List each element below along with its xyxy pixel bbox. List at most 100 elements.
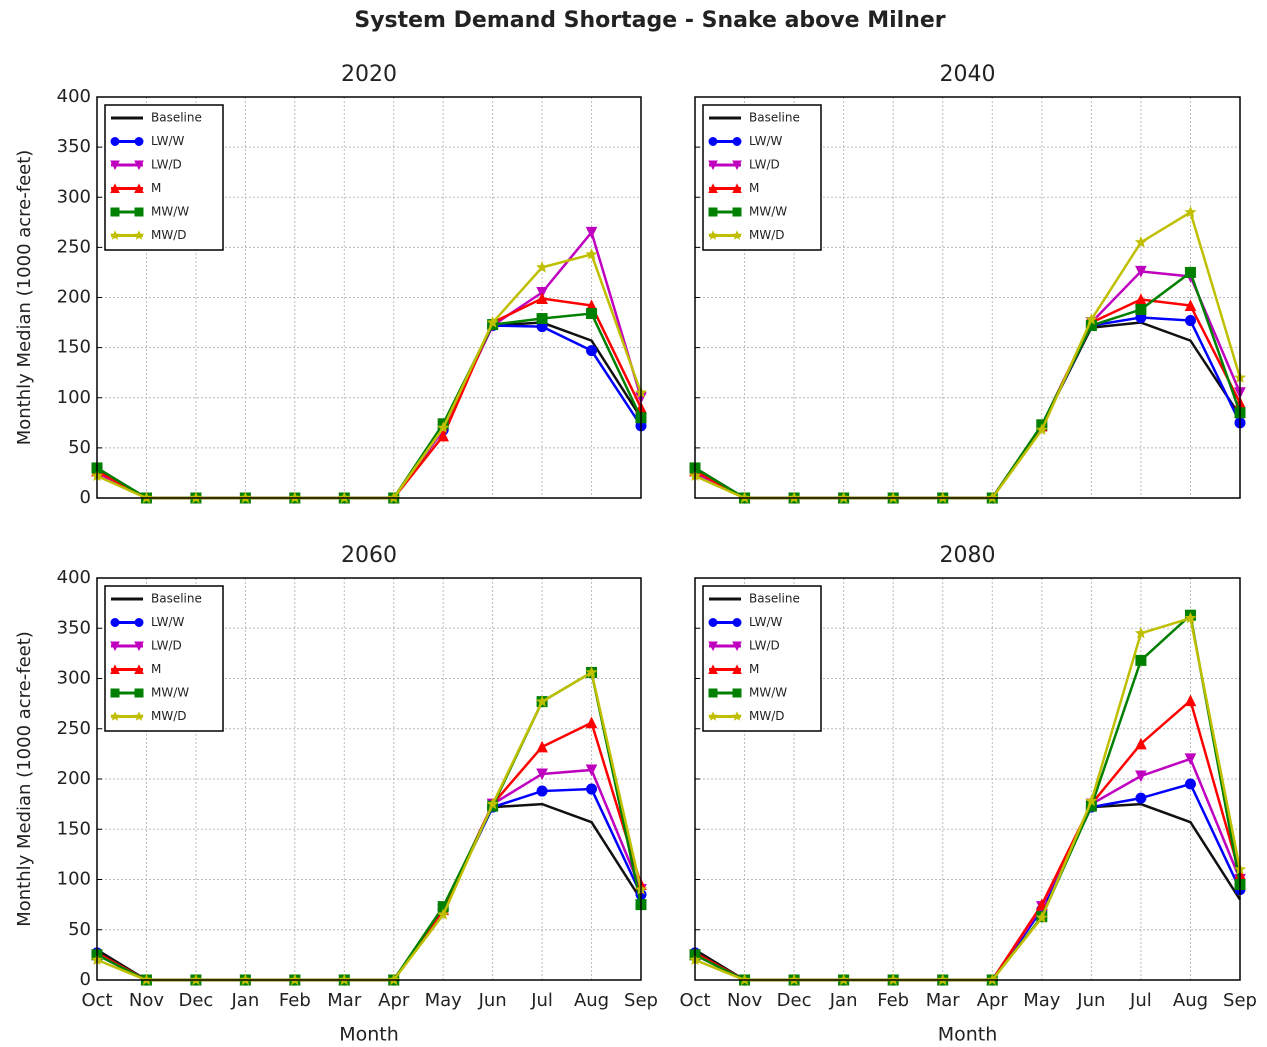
legend-label: LW/D xyxy=(749,639,780,653)
x-tick-label: Aug xyxy=(574,990,609,1011)
plot-frame xyxy=(694,96,1241,499)
y-tick-label: 100 xyxy=(57,869,91,890)
legend-label: M xyxy=(749,662,759,676)
x-tick-label: Jun xyxy=(478,990,507,1011)
marker xyxy=(708,160,718,171)
chart-title: 2080 xyxy=(940,543,996,568)
series-line xyxy=(694,210,1242,500)
marker xyxy=(732,137,742,146)
series-line xyxy=(96,720,643,982)
marker xyxy=(134,688,144,698)
marker xyxy=(585,716,598,729)
y-axis-label: Monthly Median (1000 acre-feet) xyxy=(14,150,35,446)
y-tick-label: 300 xyxy=(57,668,91,689)
marker xyxy=(110,183,120,193)
marker xyxy=(731,711,743,721)
y-tick-label: 300 xyxy=(57,186,91,207)
marker xyxy=(586,345,598,357)
marker xyxy=(732,688,742,698)
y-tick-label: 400 xyxy=(57,86,91,107)
x-tick-label: May xyxy=(1023,990,1061,1011)
marker xyxy=(536,313,548,325)
y-tick-label: 200 xyxy=(57,768,91,789)
marker xyxy=(536,768,548,781)
legend-box xyxy=(104,104,224,251)
marker xyxy=(1135,654,1147,666)
plot-frame xyxy=(96,96,642,499)
series-line xyxy=(96,252,643,500)
y-tick-label: 100 xyxy=(57,387,91,408)
legend-label: MW/D xyxy=(151,709,187,723)
marker xyxy=(1184,205,1197,218)
marker xyxy=(1184,611,1197,624)
series-line xyxy=(96,229,643,500)
marker xyxy=(536,740,548,753)
legend-label: MW/D xyxy=(749,228,785,242)
marker xyxy=(1184,778,1196,790)
legend-label: MW/W xyxy=(749,205,787,219)
marker xyxy=(708,641,718,652)
marker xyxy=(585,226,598,239)
series-line xyxy=(96,802,643,982)
marker xyxy=(586,783,598,795)
legend-label: MW/W xyxy=(151,205,189,219)
marker xyxy=(110,207,120,217)
x-tick-label: Oct xyxy=(679,990,710,1011)
marker xyxy=(585,248,598,260)
series-line xyxy=(694,270,1242,500)
y-tick-label: 50 xyxy=(68,919,91,940)
y-tick-label: 50 xyxy=(68,437,91,458)
marker xyxy=(1184,753,1197,766)
chart-title: 2060 xyxy=(341,543,397,568)
marker xyxy=(486,316,499,328)
legend-label: M xyxy=(151,662,161,676)
marker xyxy=(134,207,144,217)
legend-label: LW/D xyxy=(749,158,780,172)
y-tick-label: 150 xyxy=(57,337,91,358)
marker xyxy=(109,711,121,721)
x-tick-label: Dec xyxy=(777,990,812,1011)
marker xyxy=(134,664,144,674)
legend-label: Baseline xyxy=(151,111,202,125)
x-tick-label: Jun xyxy=(1076,990,1105,1011)
x-tick-label: May xyxy=(425,990,463,1011)
series-line xyxy=(96,321,643,500)
marker xyxy=(585,666,598,678)
marker xyxy=(732,160,742,171)
marker xyxy=(133,230,145,240)
legend-label: Baseline xyxy=(151,592,202,606)
marker xyxy=(1035,423,1048,435)
legend-label: MW/W xyxy=(151,686,189,700)
marker xyxy=(486,797,499,810)
marker xyxy=(133,711,145,721)
y-tick-label: 250 xyxy=(57,236,91,257)
legend-box xyxy=(702,585,822,732)
legend-label: LW/W xyxy=(749,134,782,148)
x-tick-label: Mar xyxy=(327,990,362,1011)
x-tick-label: Dec xyxy=(178,990,213,1011)
marker xyxy=(708,618,718,627)
marker xyxy=(707,711,719,721)
x-tick-label: Jul xyxy=(1129,990,1152,1011)
marker xyxy=(536,261,549,273)
marker xyxy=(732,641,742,652)
marker xyxy=(708,207,718,217)
y-tick-label: 350 xyxy=(57,136,91,157)
marker xyxy=(1135,770,1147,783)
legend-label: M xyxy=(749,181,759,195)
marker xyxy=(585,764,598,777)
marker xyxy=(109,230,121,240)
y-tick-label: 0 xyxy=(80,487,91,508)
y-tick-label: 250 xyxy=(57,718,91,739)
marker xyxy=(708,688,718,698)
legend-box xyxy=(702,104,822,251)
marker xyxy=(1184,266,1196,278)
marker xyxy=(437,908,450,920)
x-tick-label: Apr xyxy=(378,990,410,1011)
marker xyxy=(732,207,742,217)
series-line xyxy=(694,698,1242,982)
series-line xyxy=(96,312,643,500)
marker xyxy=(732,618,742,627)
series-line xyxy=(694,316,1242,500)
